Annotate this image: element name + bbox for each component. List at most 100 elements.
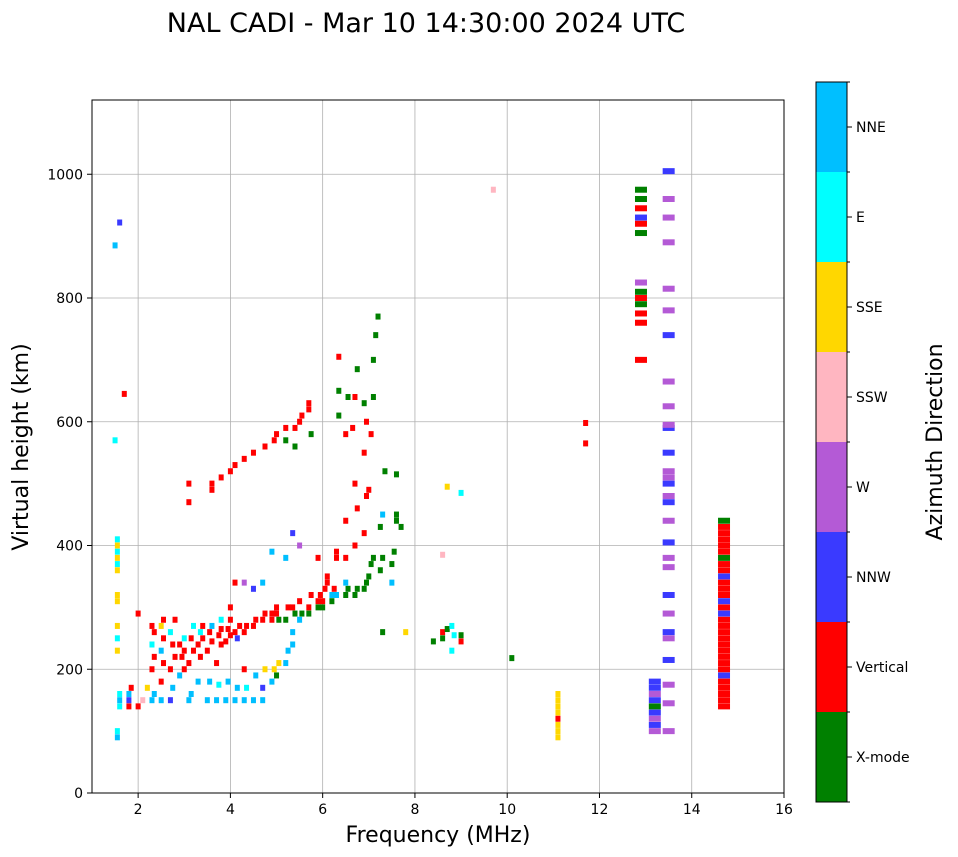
data-point [718, 598, 731, 605]
data-point [377, 523, 383, 530]
colorbar-segment [816, 532, 847, 622]
data-point [190, 647, 196, 654]
data-point [167, 666, 173, 673]
data-point [244, 622, 250, 629]
data-point [361, 585, 367, 592]
data-point [181, 647, 187, 654]
data-point [440, 551, 446, 558]
data-point [177, 672, 183, 679]
data-point [170, 641, 176, 648]
data-point [290, 530, 296, 537]
data-point [244, 684, 250, 691]
data-point [345, 585, 351, 592]
data-point [225, 626, 231, 633]
data-point [290, 629, 296, 636]
data-point [343, 579, 349, 586]
data-point [718, 548, 731, 555]
data-point [648, 728, 661, 735]
data-point [662, 493, 675, 499]
data-point [172, 653, 178, 660]
data-point [718, 561, 731, 568]
data-point [218, 641, 224, 648]
data-point [718, 678, 731, 685]
x-tick-label: 12 [591, 802, 609, 818]
colorbar-segment [816, 262, 847, 352]
data-point [283, 660, 289, 667]
data-point [167, 629, 173, 636]
data-point [151, 691, 157, 697]
data-point [167, 697, 173, 704]
data-point [112, 437, 118, 444]
data-point [260, 697, 266, 704]
data-point [555, 703, 561, 710]
data-point [117, 691, 123, 697]
data-point [209, 486, 215, 493]
data-point [509, 655, 515, 662]
data-point [188, 635, 194, 642]
data-point [718, 604, 731, 611]
data-point [161, 635, 167, 642]
data-point [343, 431, 349, 438]
data-point [634, 310, 647, 317]
data-point [241, 697, 247, 704]
data-points [112, 168, 731, 741]
data-point [292, 443, 298, 450]
data-point [662, 517, 675, 524]
data-point [634, 205, 647, 212]
data-point [393, 511, 399, 518]
data-point [241, 629, 247, 636]
data-point [135, 703, 141, 710]
data-point [144, 684, 150, 691]
data-point [234, 635, 240, 642]
data-point [216, 632, 222, 639]
data-point [181, 666, 187, 673]
data-point [718, 517, 731, 524]
data-point [662, 285, 675, 292]
data-point [112, 242, 118, 249]
x-tick-label: 10 [498, 802, 516, 818]
data-point [158, 678, 164, 685]
data-point [214, 697, 220, 704]
data-point [354, 585, 360, 592]
data-point [718, 697, 731, 704]
x-tick-label: 2 [134, 802, 143, 818]
data-point [151, 629, 157, 636]
data-point [197, 629, 203, 636]
data-point [398, 523, 404, 530]
data-point [634, 356, 647, 363]
data-point [370, 394, 376, 400]
data-point [223, 697, 229, 704]
data-point [200, 635, 206, 642]
data-point [324, 579, 330, 586]
data-point [583, 419, 589, 426]
colorbar-segment [816, 352, 847, 442]
data-point [458, 632, 464, 639]
data-point [662, 610, 675, 617]
data-point [241, 579, 247, 586]
data-point [718, 684, 731, 691]
data-point [190, 622, 196, 629]
data-point [140, 697, 146, 704]
data-point [430, 638, 436, 645]
data-point [363, 493, 369, 499]
data-point [209, 480, 215, 487]
data-point [250, 622, 256, 629]
data-point [306, 604, 312, 611]
y-tick-label: 600 [56, 415, 83, 431]
data-point [648, 703, 661, 710]
data-point [269, 678, 275, 685]
data-point [135, 610, 141, 617]
data-point [253, 672, 259, 679]
data-point [181, 635, 187, 642]
colorbar: X-mode Vertical NNW W SSW SSE E NNE [816, 81, 910, 803]
data-point [216, 681, 222, 688]
data-point [126, 691, 132, 697]
data-point [299, 610, 305, 617]
data-point [555, 697, 561, 704]
data-point [262, 610, 268, 617]
data-point [336, 412, 342, 419]
y-tick-label: 800 [56, 291, 83, 307]
chart-title: NAL CADI - Mar 10 14:30:00 2024 UTC [167, 8, 685, 39]
data-point [274, 610, 280, 617]
